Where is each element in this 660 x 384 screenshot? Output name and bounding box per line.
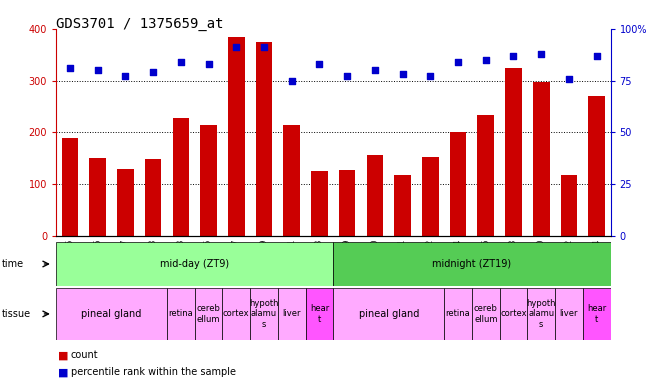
Bar [505, 68, 522, 236]
Bar [167, 288, 195, 340]
Bar [56, 242, 333, 286]
Bar [56, 288, 167, 340]
Point [231, 45, 242, 51]
Bar [333, 288, 444, 340]
Text: hypoth
alamu
s: hypoth alamu s [249, 299, 279, 329]
Bar [555, 288, 583, 340]
Text: hypoth
alamu
s: hypoth alamu s [527, 299, 556, 329]
Point [120, 73, 131, 79]
Bar [333, 242, 610, 286]
Text: retina: retina [446, 310, 471, 318]
Bar [283, 125, 300, 236]
Text: time: time [1, 259, 24, 269]
Point [425, 73, 436, 79]
Bar [339, 170, 356, 236]
Text: GDS3701 / 1375659_at: GDS3701 / 1375659_at [56, 17, 224, 31]
Text: retina: retina [168, 310, 193, 318]
Point [508, 53, 519, 59]
Point [314, 61, 325, 67]
Bar [533, 82, 550, 236]
Point [148, 69, 158, 75]
Point [397, 71, 408, 78]
Point [480, 57, 491, 63]
Bar [222, 288, 250, 340]
Bar [422, 157, 439, 236]
Bar [89, 158, 106, 236]
Text: hear
t: hear t [587, 304, 607, 324]
Bar [255, 42, 273, 236]
Bar [588, 96, 605, 236]
Text: liver: liver [282, 310, 301, 318]
Text: count: count [71, 350, 98, 360]
Point [65, 65, 75, 71]
Text: ■: ■ [58, 367, 69, 377]
Text: ■: ■ [58, 350, 69, 360]
Text: liver: liver [560, 310, 578, 318]
Text: cereb
ellum: cereb ellum [474, 304, 498, 324]
Bar [583, 288, 610, 340]
Point [453, 59, 463, 65]
Text: cortex: cortex [500, 310, 527, 318]
Point [536, 51, 546, 57]
Text: percentile rank within the sample: percentile rank within the sample [71, 367, 236, 377]
Text: midnight (ZT19): midnight (ZT19) [432, 259, 512, 269]
Bar [500, 288, 527, 340]
Point [286, 78, 297, 84]
Bar [366, 155, 383, 236]
Text: cereb
ellum: cereb ellum [197, 304, 220, 324]
Bar [145, 159, 162, 236]
Text: pineal gland: pineal gland [81, 309, 142, 319]
Point [176, 59, 186, 65]
Bar [61, 138, 79, 236]
Bar [444, 288, 472, 340]
Point [564, 76, 574, 82]
Bar [472, 288, 500, 340]
Text: cortex: cortex [223, 310, 249, 318]
Text: tissue: tissue [1, 309, 30, 319]
Point [92, 67, 103, 73]
Text: pineal gland: pineal gland [358, 309, 419, 319]
Bar [195, 288, 222, 340]
Bar [527, 288, 555, 340]
Point [203, 61, 214, 67]
Bar [172, 118, 189, 236]
Bar [228, 36, 245, 236]
Bar [560, 175, 578, 236]
Point [591, 53, 602, 59]
Text: mid-day (ZT9): mid-day (ZT9) [160, 259, 229, 269]
Bar [477, 115, 494, 236]
Bar [117, 169, 134, 236]
Point [370, 67, 380, 73]
Bar [311, 171, 328, 236]
Point [342, 73, 352, 79]
Bar [200, 125, 217, 236]
Text: hear
t: hear t [310, 304, 329, 324]
Bar [394, 175, 411, 236]
Text: ■ count: ■ count [56, 350, 96, 360]
Bar [250, 288, 278, 340]
Point [259, 45, 269, 51]
Bar [278, 288, 306, 340]
Bar [449, 132, 467, 236]
Bar [306, 288, 333, 340]
